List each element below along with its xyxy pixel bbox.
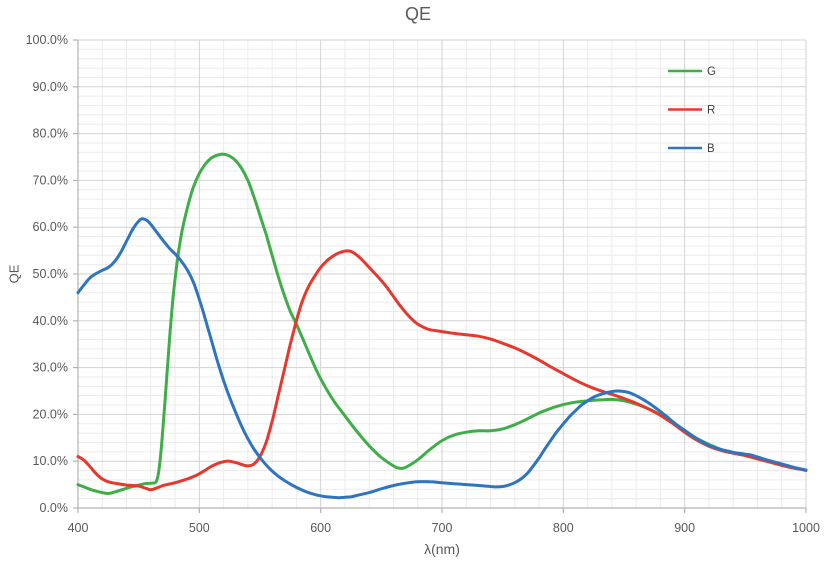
x-tick-label: 1000 — [792, 521, 820, 535]
y-tick-label: 70.0% — [33, 173, 68, 187]
x-axis-title: λ(nm) — [424, 541, 460, 557]
y-axis-title: QE — [6, 264, 22, 284]
y-tick-label: 40.0% — [33, 314, 68, 328]
y-tick-label: 90.0% — [33, 80, 68, 94]
y-tick-label: 10.0% — [33, 454, 68, 468]
legend-label-G: G — [707, 66, 716, 78]
x-tick-label: 700 — [432, 521, 453, 535]
y-tick-label: 60.0% — [33, 220, 68, 234]
y-tick-label: 80.0% — [33, 127, 68, 141]
y-tick-label: 30.0% — [33, 361, 68, 375]
series-line-B — [76, 217, 808, 500]
y-tick-label: 50.0% — [33, 267, 68, 281]
legend-label-B: B — [707, 143, 715, 155]
x-tick-label: 900 — [674, 521, 695, 535]
legend-label-R: R — [707, 105, 715, 117]
y-tick-label: 0.0% — [40, 501, 69, 515]
x-tick-label: 400 — [68, 521, 89, 535]
y-tick-label: 100.0% — [26, 33, 68, 47]
chart-title: QE — [404, 4, 431, 24]
x-tick-label: 600 — [310, 521, 331, 535]
y-tick-label: 20.0% — [33, 407, 68, 421]
series-line-R — [76, 249, 808, 492]
x-tick-label: 500 — [189, 521, 210, 535]
x-tick-label: 800 — [553, 521, 574, 535]
